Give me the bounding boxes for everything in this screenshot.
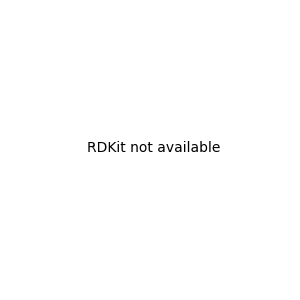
Text: RDKit not available: RDKit not available	[87, 140, 220, 154]
